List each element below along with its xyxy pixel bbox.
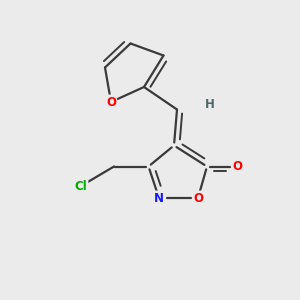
Text: O: O [232, 160, 242, 173]
Text: N: N [154, 191, 164, 205]
Text: H: H [205, 98, 215, 112]
Text: Cl: Cl [75, 179, 87, 193]
Text: O: O [106, 95, 116, 109]
Text: O: O [193, 191, 203, 205]
